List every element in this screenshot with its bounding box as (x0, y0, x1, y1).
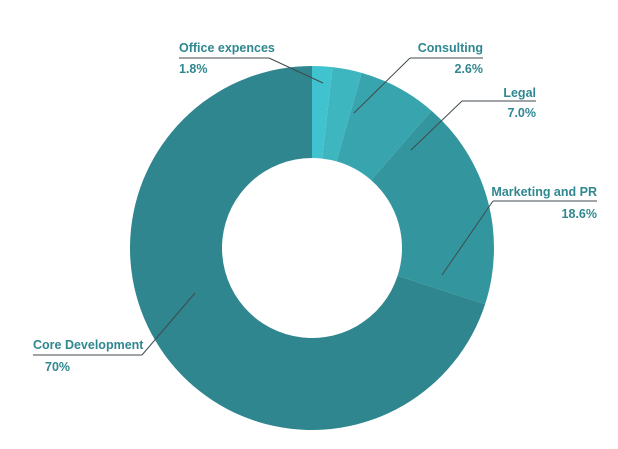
label-name-office-expences: Office expences (179, 41, 275, 55)
label-value-core-development: 70% (45, 360, 70, 374)
label-name-marketing-and-pr: Marketing and PR (491, 185, 597, 199)
label-name-core-development: Core Development (33, 338, 144, 352)
slices-group (130, 66, 495, 431)
slice-consulting (322, 67, 362, 162)
leader-line-consulting (353, 57, 411, 114)
label-name-consulting: Consulting (418, 41, 483, 55)
slice-office-expences (312, 66, 333, 159)
slice-legal (336, 72, 432, 181)
leader-line-core-development (141, 292, 196, 356)
leader-lines-group (33, 57, 597, 356)
leader-line-office-expences (268, 57, 324, 84)
slice-marketing-and-pr (371, 110, 495, 305)
slice-core-development (130, 66, 486, 431)
label-value-legal: 7.0% (508, 106, 537, 120)
label-name-legal: Legal (503, 86, 536, 100)
label-value-consulting: 2.6% (455, 62, 484, 76)
leader-line-marketing-and-pr (441, 200, 494, 276)
label-value-marketing-and-pr: 18.6% (562, 207, 597, 221)
leader-line-legal (410, 100, 463, 151)
labels-group: Office expences 1.8% Consulting 2.6% Legal 7.… (33, 41, 597, 374)
label-value-office-expences: 1.8% (179, 62, 208, 76)
